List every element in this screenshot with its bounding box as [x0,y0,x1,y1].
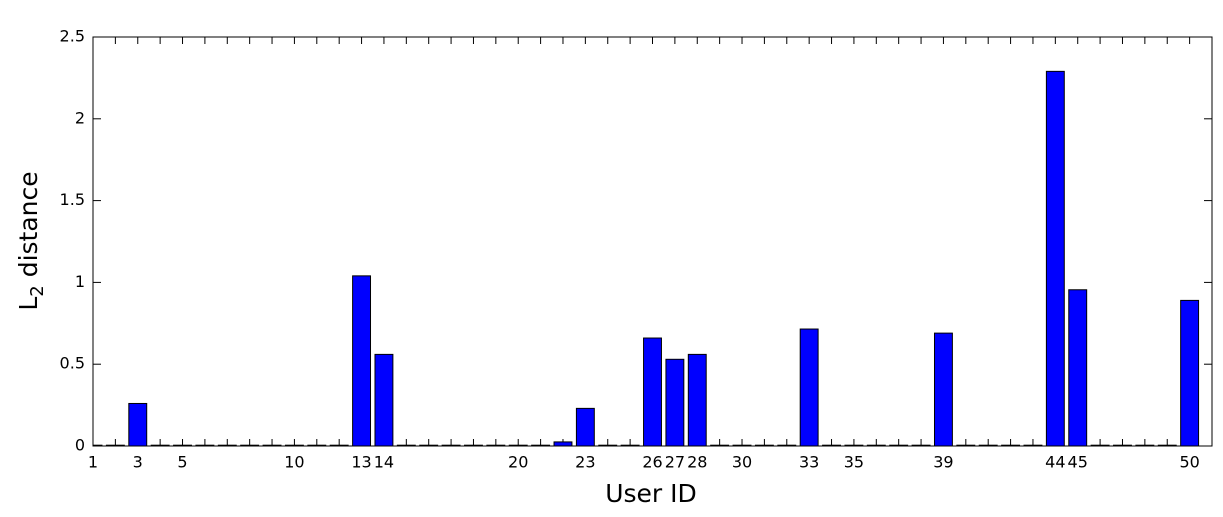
bar [553,441,573,446]
y-tick-label: 2.5 [60,27,85,46]
x-tick-label: 28 [687,453,707,472]
x-tick-label: 33 [799,453,819,472]
y-tick-label: 1 [75,272,85,291]
x-tick-label: 35 [844,453,864,472]
bar [799,328,819,446]
bar [1045,70,1065,446]
x-tick-label: 3 [133,453,143,472]
bar [352,275,372,446]
bar [128,402,148,446]
x-axis-label: User ID [605,479,697,508]
bar [933,332,953,446]
y-axis-label-main: L [14,297,43,311]
y-axis-label-rest: distance [14,171,43,285]
bar [575,407,595,446]
x-tick-label: 5 [177,453,187,472]
bar [1068,289,1088,446]
x-tick-label: 14 [374,453,394,472]
bar [374,353,394,446]
x-tick-label: 23 [575,453,595,472]
x-tick-label: 10 [284,453,304,472]
x-tick-label: 27 [665,453,685,472]
plot-frame [92,36,1213,447]
y-axis-label-sub: 2 [27,285,48,296]
y-tick-label: 2 [75,108,85,127]
x-tick-label: 39 [933,453,953,472]
y-tick-label: 1.5 [60,190,85,209]
y-axis-label: L2 distance [14,171,48,310]
x-tick-label: 45 [1068,453,1088,472]
x-tick-label: 44 [1045,453,1065,472]
bar [665,358,685,446]
x-tick-label: 30 [732,453,752,472]
x-tick-label: 20 [508,453,528,472]
bar [1180,299,1200,446]
y-tick-label: 0 [75,436,85,455]
x-tick-label: 1 [88,453,98,472]
x-tick-label: 50 [1179,453,1199,472]
x-tick-label: 13 [351,453,371,472]
x-tick-label: 26 [642,453,662,472]
bar [687,353,707,446]
bar [643,337,662,446]
y-tick-label: 0.5 [60,354,85,373]
